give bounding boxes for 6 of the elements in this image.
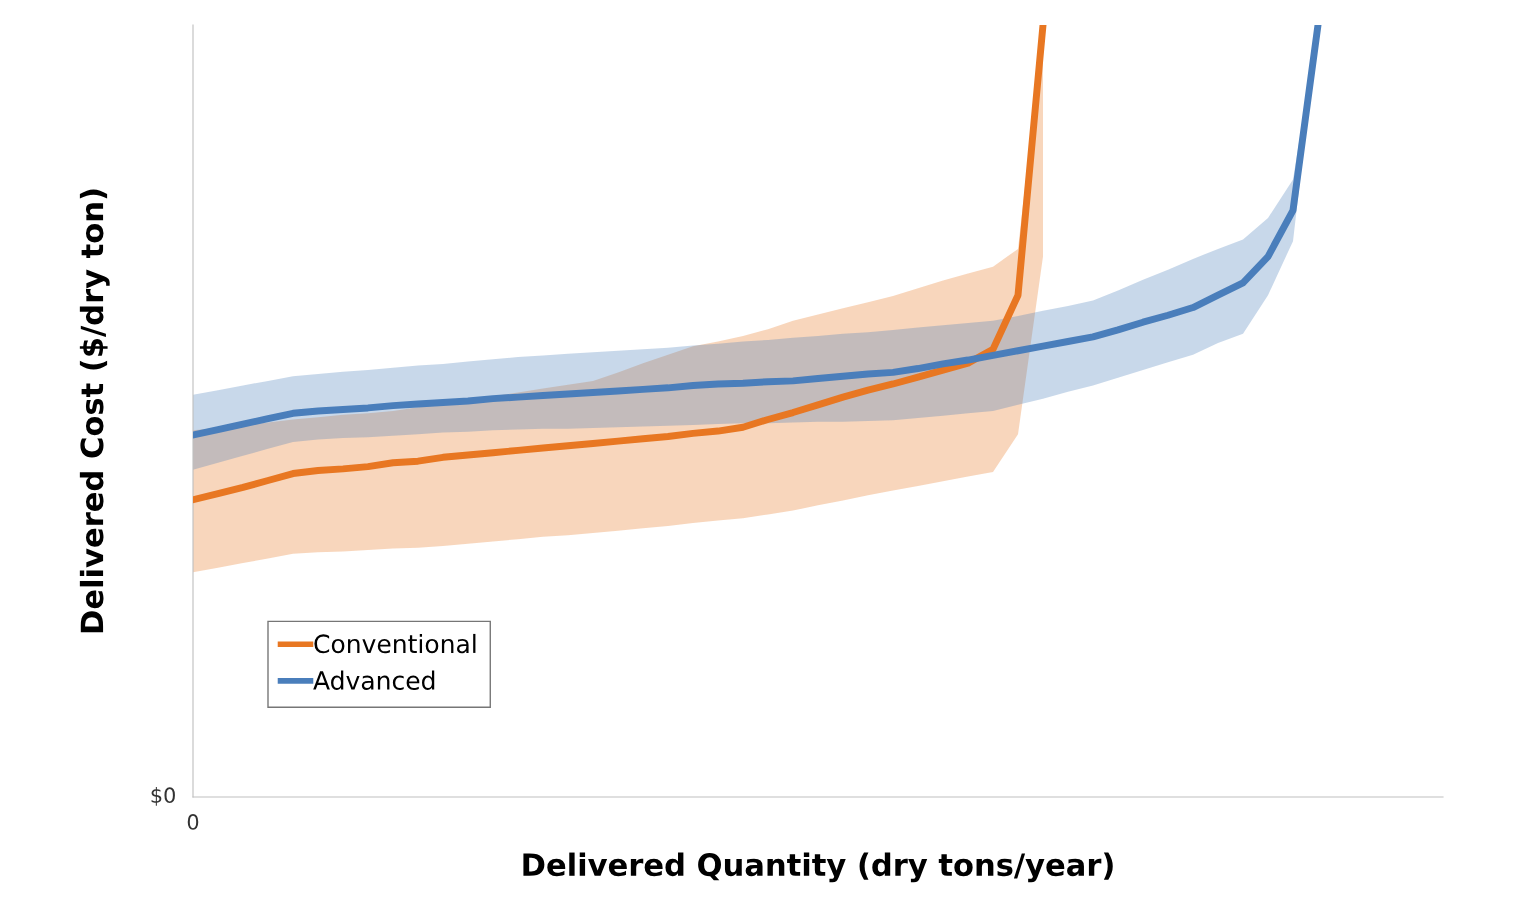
x-axis-title: Delivered Quantity (dry tons/year) [523, 852, 1113, 883]
legend-label: Advanced [313, 670, 435, 690]
legend-label: Conventional [314, 633, 476, 654]
y-axis-title: Delivered Cost ($/dry ton) [79, 189, 110, 633]
text: 0 [187, 814, 199, 830]
text: $0 [151, 786, 175, 806]
